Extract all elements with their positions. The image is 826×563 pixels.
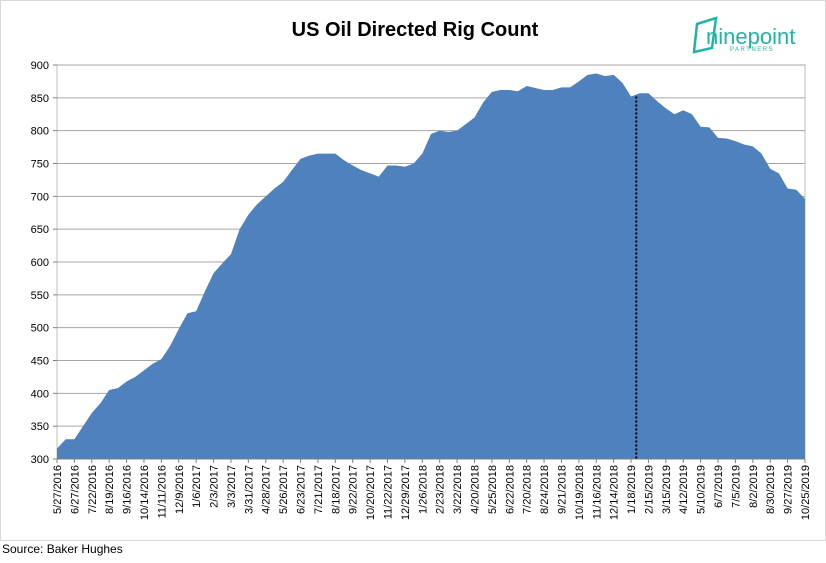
x-tick-label: 7/22/2016 bbox=[87, 465, 99, 514]
x-tick-label: 11/22/2017 bbox=[383, 465, 395, 519]
y-tick-label: 850 bbox=[31, 93, 49, 105]
chart-title: US Oil Directed Rig Count bbox=[292, 19, 539, 41]
x-tick-label: 5/25/2018 bbox=[487, 465, 499, 514]
x-tick-label: 5/26/2017 bbox=[278, 465, 290, 514]
area bbox=[57, 73, 805, 459]
x-tick-label: 12/29/2017 bbox=[400, 465, 412, 520]
x-tick-label: 12/9/2016 bbox=[174, 465, 186, 514]
x-tick-label: 10/19/2018 bbox=[574, 465, 586, 520]
x-tick-label: 9/22/2017 bbox=[348, 465, 360, 514]
x-tick-label: 6/23/2017 bbox=[296, 465, 308, 514]
x-tick-label: 9/21/2018 bbox=[556, 465, 568, 514]
x-tick-label: 11/11/2016 bbox=[156, 465, 168, 518]
x-tick-label: 3/15/2019 bbox=[661, 465, 673, 514]
x-tick-label: 8/18/2017 bbox=[330, 465, 342, 514]
x-tick-label: 6/22/2018 bbox=[504, 465, 516, 514]
x-tick-label: 8/30/2019 bbox=[765, 465, 777, 514]
x-tick-label: 1/26/2018 bbox=[417, 465, 429, 514]
x-tick-label: 2/23/2018 bbox=[435, 465, 447, 514]
x-tick-label: 3/3/2017 bbox=[226, 465, 238, 508]
x-tick-label: 10/25/2019 bbox=[800, 465, 812, 520]
y-tick-label: 300 bbox=[31, 454, 49, 466]
logo-tagline: PARTNERS bbox=[730, 47, 774, 53]
source-note: Source: Baker Hughes bbox=[2, 542, 123, 556]
x-tick-label: 5/10/2019 bbox=[696, 465, 708, 514]
x-tick-label: 7/20/2018 bbox=[522, 465, 534, 514]
y-tick-label: 600 bbox=[31, 257, 49, 269]
x-tick-label: 10/20/2017 bbox=[365, 465, 377, 520]
x-tick-label: 12/14/2018 bbox=[609, 465, 621, 520]
y-tick-label: 900 bbox=[31, 60, 49, 72]
x-tick-label: 4/12/2019 bbox=[678, 465, 690, 514]
x-tick-label: 4/28/2017 bbox=[261, 465, 273, 514]
y-tick-label: 400 bbox=[31, 388, 49, 400]
x-tick-label: 11/16/2018 bbox=[591, 465, 603, 519]
x-tick-label: 1/6/2017 bbox=[191, 465, 203, 508]
x-tick-label: 10/14/2016 bbox=[139, 465, 151, 520]
x-tick-label: 9/27/2019 bbox=[783, 465, 795, 514]
x-tick-label: 2/3/2017 bbox=[209, 465, 221, 508]
x-tick-label: 6/27/2016 bbox=[69, 465, 81, 514]
x-tick-label: 8/19/2016 bbox=[104, 465, 116, 514]
x-tick-label: 7/5/2019 bbox=[730, 465, 742, 508]
y-tick-label: 500 bbox=[31, 323, 49, 335]
x-tick-label: 8/24/2018 bbox=[539, 465, 551, 514]
x-tick-label: 8/2/2019 bbox=[748, 465, 760, 508]
x-tick-label: 9/16/2016 bbox=[122, 465, 134, 514]
y-tick-label: 800 bbox=[31, 126, 49, 138]
x-tick-label: 6/7/2019 bbox=[713, 465, 725, 508]
x-tick-label: 1/18/2019 bbox=[626, 465, 638, 514]
logo-icon bbox=[692, 16, 718, 54]
y-tick-label: 750 bbox=[31, 159, 49, 171]
y-tick-label: 700 bbox=[31, 191, 49, 203]
y-tick-label: 650 bbox=[31, 224, 49, 236]
x-tick-label: 3/31/2017 bbox=[243, 465, 255, 514]
x-tick-label: 2/15/2019 bbox=[643, 465, 655, 514]
logo-name: ninepoint bbox=[706, 24, 795, 49]
y-tick-label: 450 bbox=[31, 356, 49, 368]
x-tick-label: 7/21/2017 bbox=[313, 465, 325, 514]
x-tick-label: 4/20/2018 bbox=[469, 465, 481, 514]
x-tick-label: 3/22/2018 bbox=[452, 465, 464, 514]
y-tick-label: 350 bbox=[31, 421, 49, 433]
logo: ninepoint PARTNERS bbox=[692, 16, 795, 54]
y-tick-label: 550 bbox=[31, 290, 49, 302]
x-tick-label: 5/27/2016 bbox=[52, 465, 64, 514]
